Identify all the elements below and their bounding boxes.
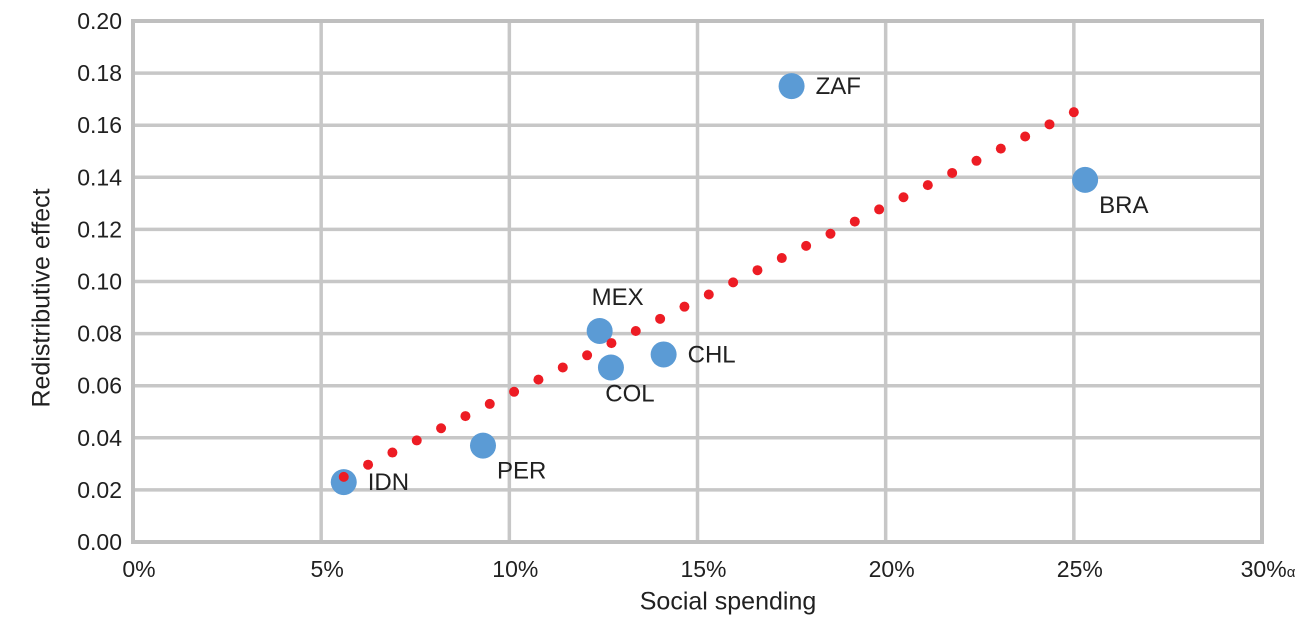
x-tick-label: 25% xyxy=(1057,556,1103,582)
trendline-dot xyxy=(509,386,520,397)
trendline-dot xyxy=(1068,107,1079,118)
data-point-idn xyxy=(330,469,357,496)
trendline-dot xyxy=(533,374,544,385)
y-tick-label: 0.18 xyxy=(77,60,122,86)
trendline-dot xyxy=(460,411,471,422)
trendline-dot xyxy=(947,167,958,178)
trendline-dot xyxy=(679,301,690,312)
y-tick-label: 0.00 xyxy=(77,529,122,555)
trendline-dot xyxy=(484,398,495,409)
y-tick-label: 0.02 xyxy=(77,477,122,503)
data-point-label-per: PER xyxy=(497,458,546,485)
trendline-dot xyxy=(703,289,714,300)
trendline-dot xyxy=(849,216,860,227)
y-axis-title: Redistributive effect xyxy=(27,188,56,408)
trendline-dot xyxy=(630,325,641,336)
y-tick-label: 0.06 xyxy=(77,373,122,399)
trendline-dot xyxy=(363,459,374,470)
x-axis-title: Social spending xyxy=(639,587,817,616)
trendline-dot xyxy=(582,350,593,361)
data-point-col xyxy=(597,354,624,381)
data-point-label-zaf: ZAF xyxy=(816,73,861,100)
y-tick-label: 0.12 xyxy=(77,216,122,242)
data-point-chl xyxy=(650,341,677,368)
x-tick-label: 30%α xyxy=(1241,556,1296,582)
trendline-dot xyxy=(825,228,836,239)
trendline-dot xyxy=(898,192,909,203)
y-tick-label: 0.14 xyxy=(77,164,122,190)
y-tick-label: 0.04 xyxy=(77,425,122,451)
x-tick-label: 0% xyxy=(122,556,155,582)
data-point-label-bra: BRA xyxy=(1099,192,1148,219)
trendline-dot xyxy=(1020,131,1031,142)
trendline-dot xyxy=(995,143,1006,154)
trendline-dot xyxy=(1044,119,1055,130)
trendline-dot xyxy=(776,253,787,264)
data-point-label-idn: IDN xyxy=(368,469,409,496)
trendline-dot xyxy=(606,338,617,349)
x-tick-label: 5% xyxy=(311,556,344,582)
y-tick-label: 0.20 xyxy=(77,8,122,34)
trendline-dot xyxy=(874,204,885,215)
y-tick-label: 0.10 xyxy=(77,269,122,295)
x-tick-label: 10% xyxy=(492,556,538,582)
trendline-dot xyxy=(557,362,568,373)
trendline-dot xyxy=(728,277,739,288)
data-point-zaf xyxy=(778,73,805,100)
x-axis-footnote-marker: α xyxy=(1287,564,1296,581)
trendline-dot xyxy=(922,180,933,191)
trendline-dot xyxy=(338,471,349,482)
data-point-label-chl: CHL xyxy=(688,341,736,368)
x-tick-label: 15% xyxy=(680,556,726,582)
trendline-dot xyxy=(801,240,812,251)
y-tick-label: 0.08 xyxy=(77,321,122,347)
data-point-label-mex: MEX xyxy=(592,284,644,311)
data-point-per xyxy=(469,432,496,459)
x-tick-label: 20% xyxy=(869,556,915,582)
data-point-mex xyxy=(586,317,613,344)
trendline-dot xyxy=(971,155,982,166)
plot-border xyxy=(131,19,1264,544)
data-point-bra xyxy=(1072,166,1099,193)
data-point-label-col: COL xyxy=(605,380,654,407)
trendline-dot xyxy=(411,435,422,446)
trendline-dot xyxy=(387,447,398,458)
trendline-dot xyxy=(436,423,447,434)
trendline-dot xyxy=(655,313,666,324)
y-tick-label: 0.16 xyxy=(77,112,122,138)
trendline-dot xyxy=(752,265,763,276)
